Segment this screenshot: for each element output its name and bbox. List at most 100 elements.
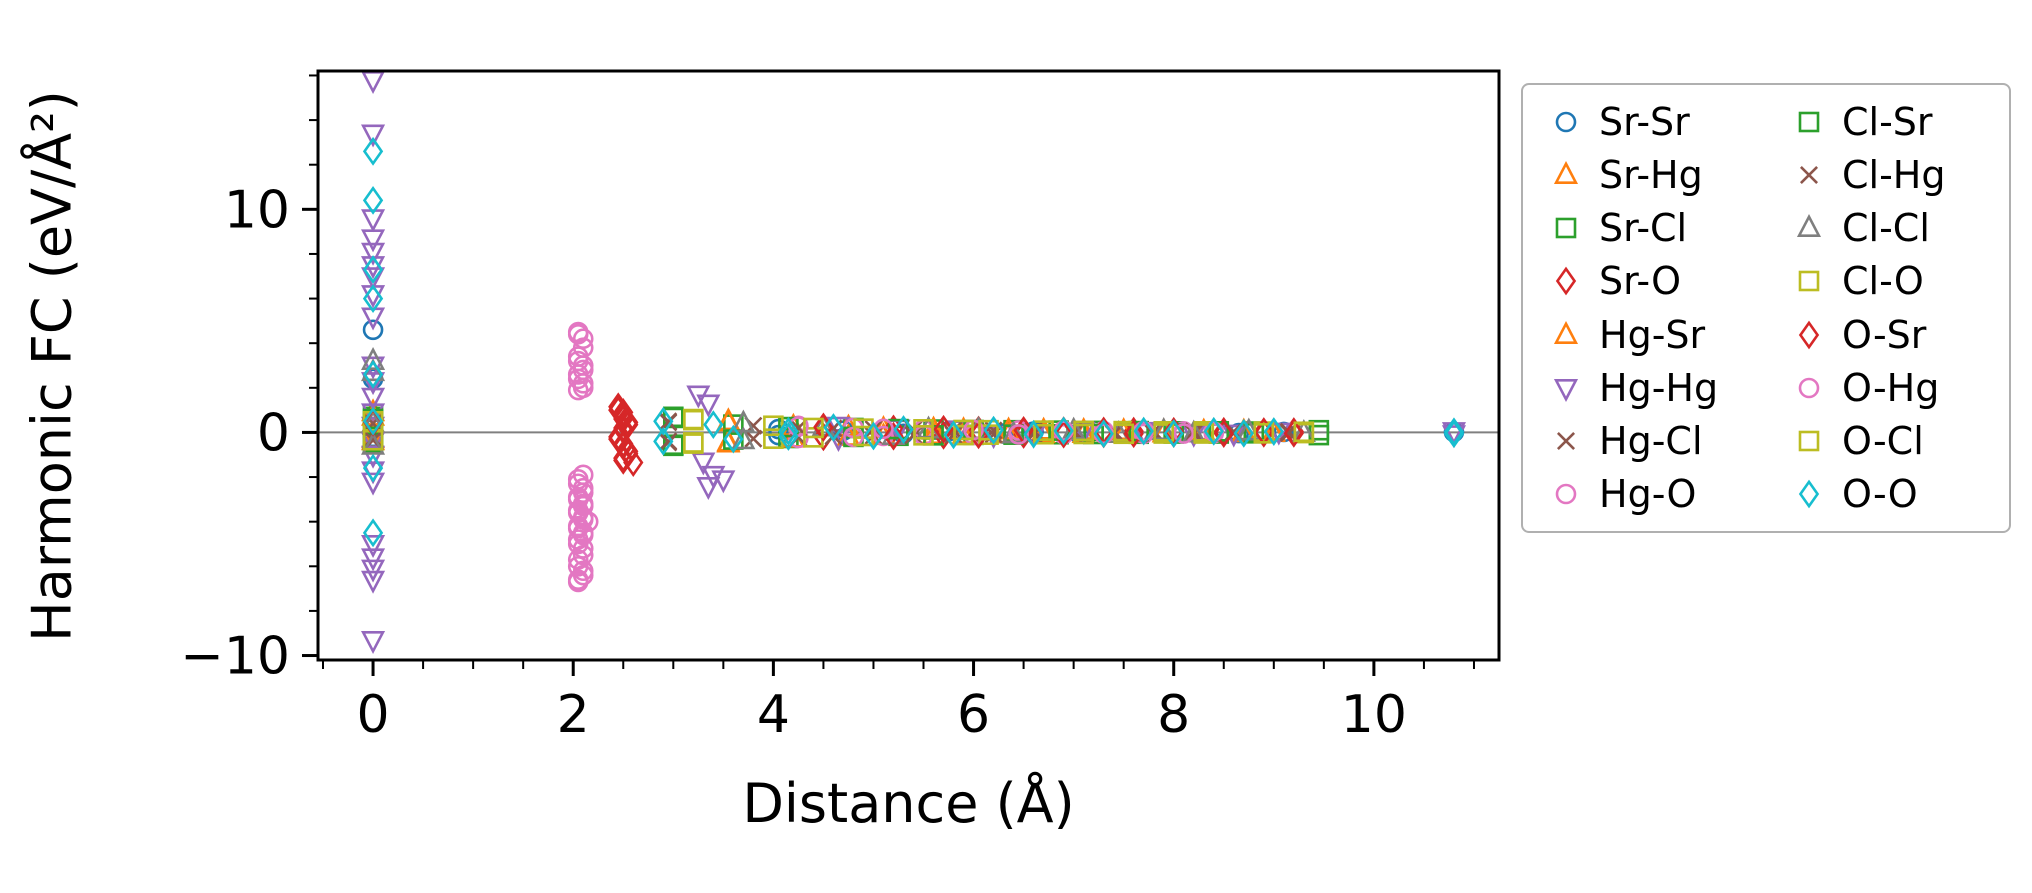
marker-O-Cl — [803, 417, 824, 439]
marker-Cl-Cl — [360, 346, 386, 370]
marker-O-O — [1263, 417, 1284, 446]
marker-O-O — [778, 422, 799, 451]
marker-O-O — [1133, 416, 1154, 446]
marker-O-Cl — [1193, 423, 1215, 444]
legend-entry-Hg-Sr: Hg-Sr — [1523, 316, 1766, 354]
marker-Hg-Hg — [360, 535, 386, 559]
diamond-marker-icon — [1555, 266, 1577, 296]
legend-label: Sr-Hg — [1599, 152, 1703, 197]
legend-label: Sr-Cl — [1599, 206, 1688, 251]
marker-Hg-Hg — [360, 472, 386, 496]
marker-Hg-Hg — [360, 229, 386, 253]
legend-entry-O-Cl: O-Cl — [1766, 422, 2009, 460]
y-tick-label: −10 — [180, 627, 290, 687]
marker-O-Hg — [1173, 423, 1195, 444]
marker-O-O — [943, 420, 964, 450]
marker-O-Cl — [1153, 421, 1175, 442]
marker-O-Hg — [873, 418, 894, 440]
marker-O-Cl — [1073, 420, 1094, 442]
legend-label: Hg-Hg — [1599, 365, 1719, 410]
marker-O-O — [653, 426, 674, 456]
marker-Sr-O — [613, 397, 634, 427]
legend-entry-O-Hg: O-Hg — [1766, 369, 2009, 407]
x-axis-label: Distance (Å) — [742, 772, 1075, 835]
square-marker-icon — [1798, 111, 1820, 132]
marker-Cl-Sr — [1308, 419, 1330, 441]
marker-O-O — [653, 406, 674, 436]
legend-label: Hg-O — [1599, 472, 1697, 517]
legend-entry-Sr-O: Sr-O — [1523, 262, 1766, 300]
marker-O-O — [983, 415, 1004, 445]
marker-Hg-Hg — [360, 559, 386, 583]
marker-Cl-Hg — [659, 432, 678, 451]
legend-label: Sr-O — [1599, 259, 1681, 304]
marker-Cl-Cl — [360, 431, 386, 455]
marker-O-Sr — [613, 445, 634, 475]
marker-Hg-Hg — [701, 465, 726, 489]
marker-O-Sr — [933, 414, 954, 444]
legend-label: Cl-Hg — [1842, 152, 1946, 197]
triangle-up-marker-icon — [1796, 214, 1822, 238]
marker-O-O — [1023, 419, 1044, 449]
legend-label: Hg-Sr — [1599, 312, 1706, 357]
legend-label: O-Cl — [1842, 419, 1924, 464]
marker-Hg-Hg — [360, 630, 386, 654]
circle-marker-icon — [1798, 377, 1820, 399]
marker-O-Hg — [572, 538, 594, 559]
marker-O-Hg — [567, 549, 589, 570]
marker-O-Hg — [567, 569, 589, 590]
x-marker-icon — [1799, 165, 1819, 184]
marker-Cl-O — [683, 433, 704, 454]
marker-O-Hg — [1008, 424, 1029, 445]
legend: Sr-Sr Sr-Hg Sr-Cl Sr-O Hg-Sr Hg-Hg Hg-Cl Hg-O Cl… — [1521, 83, 2011, 533]
legend-entry-Cl-O: Cl-O — [1766, 262, 2009, 300]
legend-entry-Sr-Sr: Sr-Sr — [1523, 103, 1766, 141]
legend-label: Cl-Cl — [1842, 206, 1930, 251]
legend-entry-O-Sr: O-Sr — [1766, 316, 2009, 354]
legend-label: O-O — [1842, 472, 1918, 517]
marker-Hg-Sr — [951, 420, 976, 444]
legend-label: O-Sr — [1842, 312, 1927, 357]
marker-O-O — [778, 416, 799, 446]
marker-O-Sr — [1123, 419, 1144, 449]
marker-O-Sr — [613, 413, 634, 443]
marker-Hg-Hg — [360, 387, 386, 411]
marker-O-O — [1093, 419, 1114, 449]
marker-O-Cl — [1253, 423, 1275, 444]
marker-O-O — [1203, 416, 1224, 446]
legend-entry-Hg-Cl: Hg-Cl — [1523, 422, 1766, 460]
legend-entry-Cl-Cl: Cl-Cl — [1766, 209, 2009, 247]
marker-Hg-Hg — [360, 548, 386, 572]
marker-O-O — [362, 136, 384, 166]
marker-Cl-Hg — [744, 429, 763, 448]
marker-Sr-Sr — [362, 319, 384, 341]
circle-marker-icon — [1555, 111, 1577, 132]
marker-Hg-Hg — [360, 267, 386, 291]
marker-O-Sr — [1283, 418, 1304, 448]
x-tick-label: 6 — [957, 685, 990, 745]
marker-O-Cl — [853, 425, 874, 447]
triangle-up-marker-icon — [1553, 320, 1579, 344]
legend-entry-Hg-O: Hg-O — [1523, 475, 1766, 513]
x-tick-label: 2 — [557, 685, 590, 745]
marker-O-O — [362, 453, 384, 483]
plot-frame — [316, 69, 1501, 662]
legend-label: Hg-Cl — [1599, 419, 1703, 464]
marker-O-O — [362, 406, 384, 436]
marker-Hg-Hg — [711, 470, 736, 494]
marker-O-Hg — [572, 377, 594, 399]
marker-Hg-Hg — [360, 445, 386, 469]
marker-Cl-Cl — [731, 426, 756, 450]
marker-O-Cl — [1293, 421, 1315, 443]
legend-entry-Sr-Cl: Sr-Cl — [1523, 209, 1766, 247]
marker-Cl-O — [683, 408, 704, 430]
marker-Hg-Hg — [360, 124, 386, 148]
marker-O-Cl — [683, 409, 704, 431]
marker-Hg-Hg — [360, 242, 386, 266]
circle-marker-icon — [1555, 484, 1577, 505]
marker-O-O — [362, 360, 384, 389]
marker-O-Cl — [953, 419, 974, 441]
y-tick-label: 10 — [224, 180, 290, 240]
legend-label: Sr-Sr — [1599, 99, 1690, 144]
